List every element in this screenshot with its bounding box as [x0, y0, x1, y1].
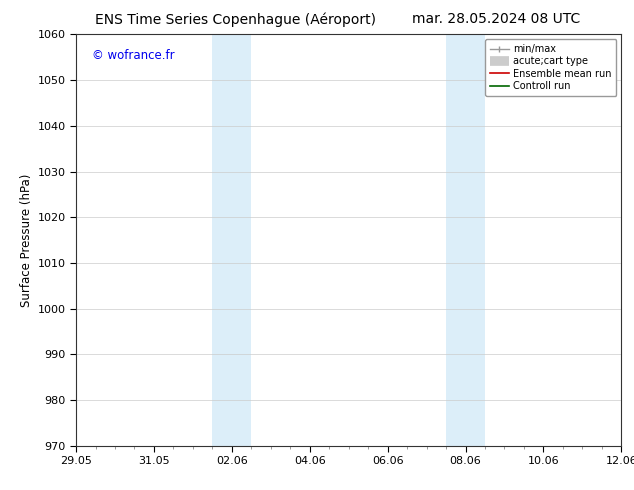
Bar	[232, 34, 251, 446]
Legend: min/max, acute;cart type, Ensemble mean run, Controll run: min/max, acute;cart type, Ensemble mean …	[485, 39, 616, 96]
Bar	[465, 34, 485, 446]
Text: © wofrance.fr: © wofrance.fr	[93, 49, 175, 62]
Text: ENS Time Series Copenhague (Aéroport): ENS Time Series Copenhague (Aéroport)	[95, 12, 376, 27]
Y-axis label: Surface Pressure (hPa): Surface Pressure (hPa)	[20, 173, 34, 307]
Bar	[446, 34, 465, 446]
Bar	[212, 34, 232, 446]
Text: mar. 28.05.2024 08 UTC: mar. 28.05.2024 08 UTC	[412, 12, 580, 26]
